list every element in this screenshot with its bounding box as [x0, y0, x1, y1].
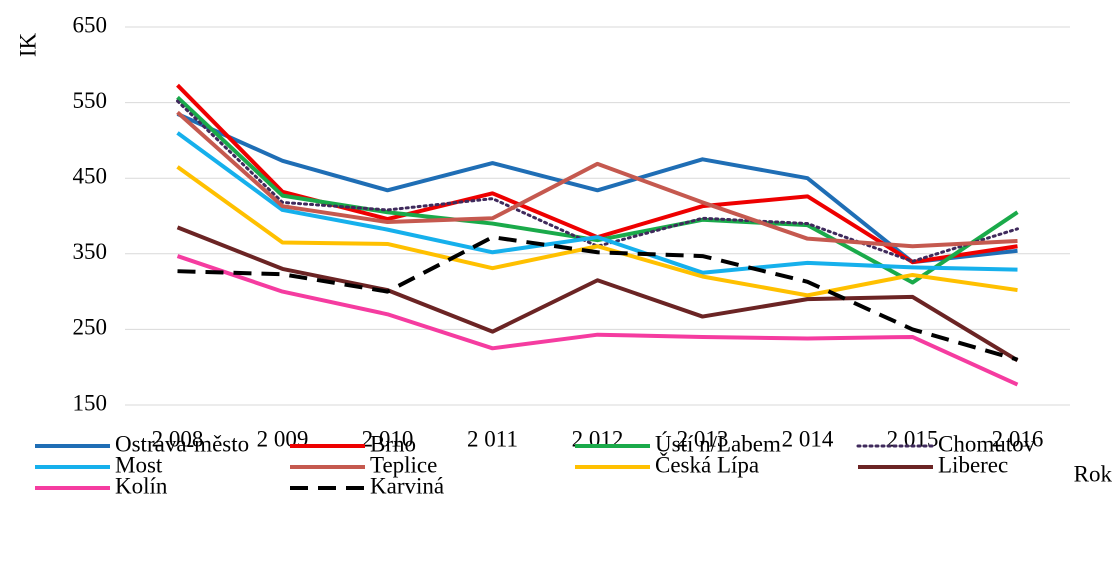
x-tick-label: 2 011 — [467, 426, 518, 451]
series-line — [176, 99, 1019, 263]
legend-label: Česká Lípa — [655, 451, 759, 477]
legend-label: Ústí n/Labem — [655, 430, 781, 456]
legend-label: Teplice — [370, 452, 437, 477]
y-tick-label: 150 — [73, 390, 108, 415]
y-axis-label: IK — [15, 32, 40, 57]
x-tick-label: 2 013 — [677, 426, 729, 451]
series-line — [176, 225, 1019, 363]
legend-label: Most — [115, 452, 163, 477]
series-line — [176, 254, 1019, 387]
legend-label: Brno — [370, 431, 416, 456]
legend-label: Chomutov — [938, 431, 1036, 456]
y-tick-label: 350 — [73, 239, 108, 264]
x-axis-label: Rok — [1074, 461, 1113, 486]
x-tick-label: 2 010 — [362, 426, 414, 451]
series-line — [176, 165, 1018, 298]
y-tick-label: 550 — [73, 88, 108, 113]
y-tick-label: 650 — [73, 12, 108, 37]
legend-label: Kolín — [115, 473, 168, 498]
y-tick-label: 250 — [73, 315, 108, 340]
legend-label: Karviná — [370, 473, 444, 498]
x-tick-label: 2 015 — [887, 426, 939, 451]
x-tick-label: 2 016 — [992, 426, 1044, 451]
x-tick-label: 2 014 — [782, 426, 834, 451]
series-line — [177, 235, 1019, 362]
series-line — [176, 95, 1019, 285]
series-line — [176, 131, 1018, 275]
legend-label: Liberec — [938, 452, 1008, 477]
series-line — [176, 110, 1018, 249]
y-tick-label: 450 — [73, 163, 108, 188]
x-tick-label: 2 008 — [152, 426, 204, 451]
series-line — [176, 112, 1018, 265]
legend-label: Ostrava-město — [115, 431, 249, 456]
